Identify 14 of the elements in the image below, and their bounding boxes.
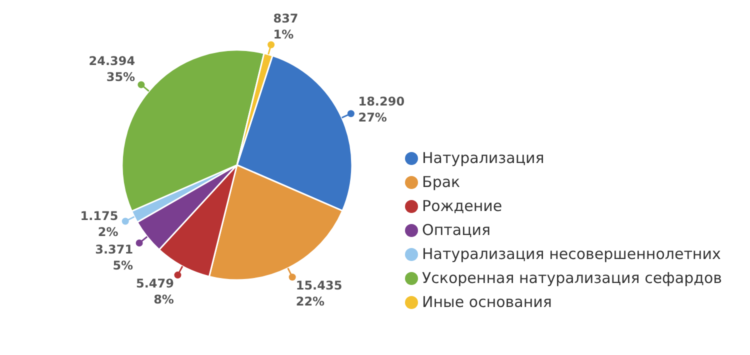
legend-label: Ускоренная натурализация сефардов bbox=[422, 269, 722, 287]
legend-label: Оптация bbox=[422, 221, 491, 239]
legend-label: Натурализация bbox=[422, 149, 544, 167]
data-label: 3.371 5% bbox=[95, 242, 134, 272]
data-label: 15.435 22% bbox=[296, 278, 342, 309]
data-label: 18.290 27% bbox=[358, 94, 405, 125]
legend-label: Рождение bbox=[422, 197, 502, 215]
data-label: 5.479 8% bbox=[136, 276, 174, 306]
legend-label: Натурализация несовершеннолетних bbox=[422, 245, 721, 263]
data-label: 837 1% bbox=[273, 11, 298, 42]
legend-label: Брак bbox=[422, 173, 460, 191]
data-label: 1.175 2% bbox=[80, 209, 118, 240]
data-label: 24.394 35% bbox=[88, 54, 136, 84]
legend-label: Иные основания bbox=[422, 293, 552, 311]
